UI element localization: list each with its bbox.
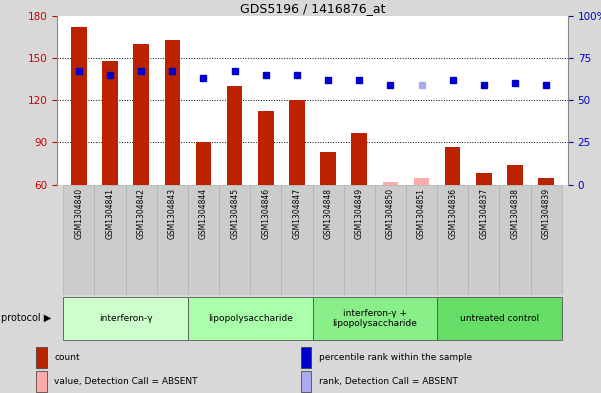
Text: GSM1304845: GSM1304845: [230, 188, 239, 239]
Bar: [188, 185, 219, 295]
Text: GSM1304848: GSM1304848: [323, 188, 332, 239]
Text: value, Detection Call = ABSENT: value, Detection Call = ABSENT: [54, 377, 198, 386]
Bar: [258, 112, 273, 185]
Text: GSM1304842: GSM1304842: [136, 188, 145, 239]
Bar: [445, 147, 460, 185]
Text: GSM1304841: GSM1304841: [106, 188, 115, 239]
Text: GSM1304847: GSM1304847: [293, 188, 302, 239]
Bar: [313, 297, 437, 340]
Bar: [94, 185, 126, 295]
Text: GSM1304843: GSM1304843: [168, 188, 177, 239]
Bar: [71, 27, 87, 185]
Text: interferon-γ +
lipopolysaccharide: interferon-γ + lipopolysaccharide: [332, 309, 417, 328]
Bar: [352, 132, 367, 185]
Bar: [406, 185, 437, 295]
Bar: [219, 185, 250, 295]
Bar: [437, 297, 562, 340]
Bar: [196, 142, 212, 185]
Bar: [531, 185, 562, 295]
Bar: [126, 185, 157, 295]
Bar: [313, 185, 344, 295]
Bar: [507, 165, 523, 185]
Bar: [476, 173, 492, 185]
Text: untreated control: untreated control: [460, 314, 539, 323]
Text: rank, Detection Call = ABSENT: rank, Detection Call = ABSENT: [319, 377, 457, 386]
Title: GDS5196 / 1416876_at: GDS5196 / 1416876_at: [240, 2, 385, 15]
Text: GSM1304837: GSM1304837: [480, 188, 489, 239]
Bar: [300, 347, 311, 368]
Text: GSM1304839: GSM1304839: [542, 188, 551, 239]
Bar: [375, 185, 406, 295]
Bar: [63, 185, 94, 295]
Bar: [227, 86, 242, 185]
Text: protocol ▶: protocol ▶: [1, 313, 51, 323]
Bar: [63, 297, 188, 340]
Bar: [344, 185, 375, 295]
Bar: [36, 347, 47, 368]
Bar: [102, 61, 118, 185]
Text: count: count: [54, 353, 80, 362]
Bar: [499, 185, 531, 295]
Bar: [157, 185, 188, 295]
Bar: [300, 371, 311, 393]
Bar: [413, 178, 429, 185]
Bar: [188, 297, 313, 340]
Text: GSM1304836: GSM1304836: [448, 188, 457, 239]
Bar: [289, 100, 305, 185]
Bar: [165, 40, 180, 185]
Bar: [383, 182, 398, 185]
Text: GSM1304850: GSM1304850: [386, 188, 395, 239]
Text: lipopolysaccharide: lipopolysaccharide: [208, 314, 293, 323]
Bar: [250, 185, 281, 295]
Text: GSM1304849: GSM1304849: [355, 188, 364, 239]
Bar: [437, 185, 468, 295]
Bar: [468, 185, 499, 295]
Text: GSM1304846: GSM1304846: [261, 188, 270, 239]
Bar: [320, 152, 336, 185]
Bar: [133, 44, 149, 185]
Text: percentile rank within the sample: percentile rank within the sample: [319, 353, 472, 362]
Text: GSM1304838: GSM1304838: [510, 188, 519, 239]
Text: interferon-γ: interferon-γ: [99, 314, 153, 323]
Text: GSM1304851: GSM1304851: [417, 188, 426, 239]
Bar: [538, 178, 554, 185]
Text: GSM1304840: GSM1304840: [75, 188, 84, 239]
Bar: [36, 371, 47, 393]
Bar: [281, 185, 313, 295]
Text: GSM1304844: GSM1304844: [199, 188, 208, 239]
